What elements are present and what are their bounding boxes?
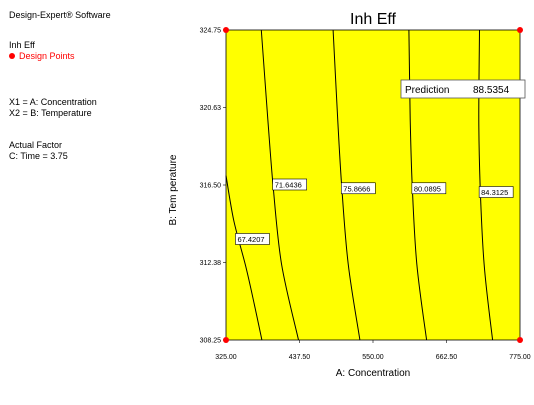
design-point-marker-icon [9, 53, 15, 59]
actual-factor-value: C: Time = 3.75 [9, 151, 68, 161]
actual-factor-heading: Actual Factor [9, 140, 63, 150]
x-tick-label-2: 437.50 [289, 354, 311, 361]
contour-label-text: 71.6436 [275, 181, 302, 190]
x2-factor-label: X2 = B: Temperature [9, 108, 92, 118]
contour-label-3: 75.8666 [340, 182, 376, 195]
design-point-3 [223, 337, 229, 343]
y-tick-label-4: 320.63 [200, 105, 222, 112]
chart-title: Inh Eff [350, 11, 397, 28]
response-label: Inh Eff [9, 40, 35, 50]
prediction-label: Prediction [405, 85, 449, 96]
x-tick-label-3: 550.00 [362, 354, 384, 361]
contour-label-1: 67.4207 [235, 233, 270, 245]
contour-label-text: 75.8666 [343, 184, 370, 193]
contour-label-text: 84.3125 [481, 188, 508, 197]
design-point-4 [517, 337, 523, 343]
design-point-1 [223, 27, 229, 33]
x-tick-label-1: 325.00 [215, 354, 237, 361]
contour-line-1 [225, 175, 263, 341]
design-points-legend: Design Points [9, 51, 75, 62]
y-tick-label-2: 312.38 [200, 260, 222, 267]
prediction-value: 88.5354 [473, 85, 510, 96]
contour-label-text: 67.4207 [237, 235, 264, 244]
design-point-2 [517, 27, 523, 33]
contour-label-box [340, 182, 376, 195]
y-tick-label-1: 308.25 [200, 338, 222, 345]
x-tick-label-4: 662.50 [436, 354, 458, 361]
x1-factor-label: X1 = A: Concentration [9, 97, 97, 107]
contour-label-box [411, 182, 447, 195]
contour-label-box [272, 178, 307, 191]
x-axis-label: A: Concentration [336, 368, 411, 379]
contour-label-5: 84.3125 [478, 186, 514, 198]
contour-label-text: 80.0895 [414, 184, 441, 193]
design-points-label: Design Points [19, 51, 75, 61]
prediction-box[interactable]: Prediction 88.5354 [400, 79, 526, 99]
contour-label-4: 80.0895 [411, 182, 447, 195]
contour-label-box [478, 186, 514, 198]
y-axis-label: B: Tem perature [168, 154, 179, 225]
y-tick-label-3: 316.50 [200, 183, 222, 190]
prediction-box-frame [400, 79, 526, 99]
contour-label-box [235, 233, 270, 245]
y-tick-label-5: 324.75 [200, 28, 222, 35]
x-tick-label-5: 775.00 [509, 354, 531, 361]
software-label: Design-Expert® Software [9, 10, 111, 20]
contour-label-2: 71.6436 [272, 178, 307, 191]
